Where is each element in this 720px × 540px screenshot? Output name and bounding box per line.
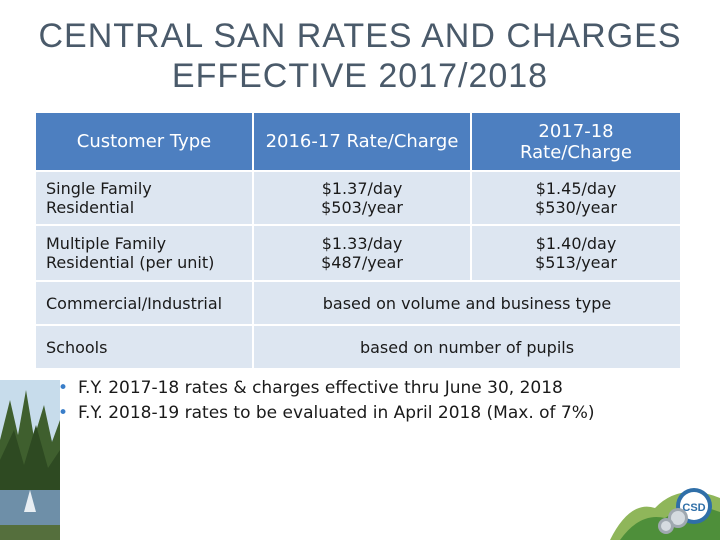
customer-type-cell: Schools [36,324,253,368]
table-row: Single Family Residential $1.37/day $503… [36,170,680,225]
header-2016-17: 2016-17 Rate/Charge [252,113,471,171]
title-line-1: CENTRAL SAN RATES AND CHARGES [38,17,682,55]
bullet-icon: • [58,378,69,398]
logo-text: CSD [682,502,705,514]
customer-type-cell: Single Family Residential [36,170,253,225]
merged-rate-cell: based on volume and business type [252,280,680,325]
rate-2016-17-cell: $1.37/day $503/year [252,170,471,225]
customer-type-cell: Multiple Family Residential (per unit) [36,224,253,281]
table-header-row: Customer Type 2016-17 Rate/Charge 2017-1… [36,113,680,171]
notes-list: • F.Y. 2017-18 rates & charges effective … [58,376,698,426]
rate-2016-17-cell: $1.33/day $487/year [252,224,471,281]
table-row: Schools based on number of pupils [36,324,680,368]
bullet-icon: • [58,403,69,423]
table-row: Multiple Family Residential (per unit) $… [36,224,680,281]
header-2017-18: 2017-18 Rate/Charge [470,113,680,171]
table-row: Commercial/Industrial based on volume an… [36,280,680,325]
rate-2017-18-cell: $1.45/day $530/year [470,170,680,225]
title-line-2: EFFECTIVE 2017/2018 [171,57,549,95]
logo-icon: CSD [610,488,720,540]
list-item: • F.Y. 2018-19 rates to be evaluated in A… [58,401,698,426]
list-item: • F.Y. 2017-18 rates & charges effective … [58,376,698,401]
rate-2017-18-cell: $1.40/day $513/year [470,224,680,281]
customer-type-cell: Commercial/Industrial [36,280,253,325]
header-customer-type: Customer Type [36,113,253,171]
rates-table: Customer Type 2016-17 Rate/Charge 2017-1… [36,113,680,368]
merged-rate-cell: based on number of pupils [252,324,680,368]
landscape-photo [0,380,60,540]
